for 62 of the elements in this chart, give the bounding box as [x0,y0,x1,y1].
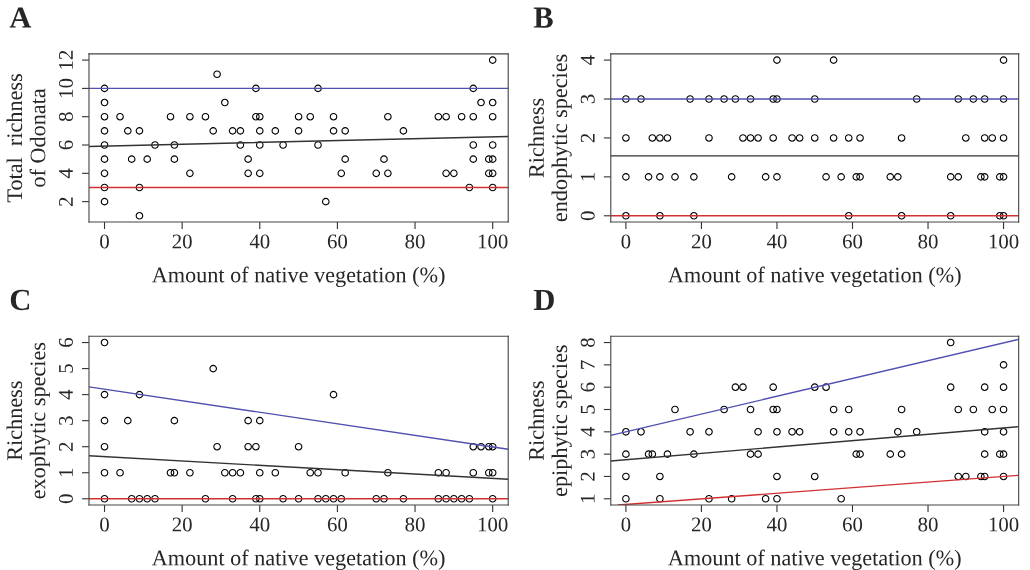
x-tick-label: 100 [478,517,508,532]
x-tick-label: 100 [989,234,1019,249]
x-tick-label: 40 [249,517,270,532]
y-tick-label: 4 [580,426,595,437]
x-tick-label: 20 [172,234,192,249]
y-tick-label: 7 [580,360,595,369]
x-axis-title: Amount of native vegetation (%) [151,549,445,570]
y-tick-label: 0 [580,211,595,221]
x-tick-label: 100 [478,234,508,249]
y-tick-label: 3 [580,449,595,459]
y-tick-label: 4 [59,168,73,179]
x-tick-label: 80 [918,517,938,532]
x-tick-label: 0 [621,517,631,532]
y-axis-title: Richness epiphytic species [528,345,572,497]
x-tick-label: 20 [172,517,192,532]
y-axis-title: Total richness of Odonata [6,74,46,203]
x-tick-label: 20 [691,517,712,532]
y-tick-label: 2 [580,472,595,481]
y-tick-label: 8 [580,338,595,347]
x-axis-title: Amount of native vegetation (%) [668,266,961,288]
y-tick-label: 3 [58,416,73,425]
y-tick-label: 1 [59,468,73,477]
x-tick-label: 60 [842,517,863,532]
x-tick-label: 20 [691,234,712,249]
y-tick-label: 12 [58,50,73,69]
chart-title: D [533,289,554,310]
y-tick-label: 2 [58,197,73,206]
y-tick-label: 0 [58,494,73,504]
chart-title: A [9,7,32,28]
y-tick-label: 8 [58,112,73,122]
y-tick-label: 1 [580,172,595,181]
y-tick-label: 5 [580,405,595,414]
x-tick-label: 80 [405,517,425,532]
y-tick-label: 1 [580,494,595,503]
y-tick-label: 2 [580,133,595,143]
x-tick-label: 0 [100,517,109,532]
x-tick-label: 100 [989,517,1019,532]
x-axis-title: Amount of native vegetation (%) [668,549,961,570]
x-tick-label: 40 [766,517,787,532]
y-axis-title: Richness endophytic species [528,54,572,222]
y-tick-label: 4 [59,389,73,400]
x-tick-label: 60 [842,234,863,249]
y-tick-label: 6 [580,382,595,392]
x-tick-label: 80 [918,234,938,249]
x-tick-label: 40 [249,234,270,249]
y-tick-label: 5 [59,364,73,373]
x-tick-label: 80 [405,234,425,249]
x-tick-label: 40 [766,234,787,249]
x-tick-label: 0 [100,234,109,249]
chart-title: C [10,289,30,311]
x-axis-title: Amount of native vegetation (%) [151,266,445,288]
y-tick-label: 4 [580,55,595,65]
y-tick-label: 3 [580,94,595,104]
y-tick-label: 2 [58,442,73,451]
y-axis-title: Richness exophytic species [6,342,50,499]
y-tick-label: 6 [58,140,73,150]
chart-title: B [533,7,553,28]
x-tick-label: 0 [621,234,631,249]
y-tick-label: 6 [58,337,73,347]
x-tick-label: 60 [327,234,348,249]
y-tick-label: 10 [58,78,73,97]
x-tick-label: 60 [327,517,348,532]
